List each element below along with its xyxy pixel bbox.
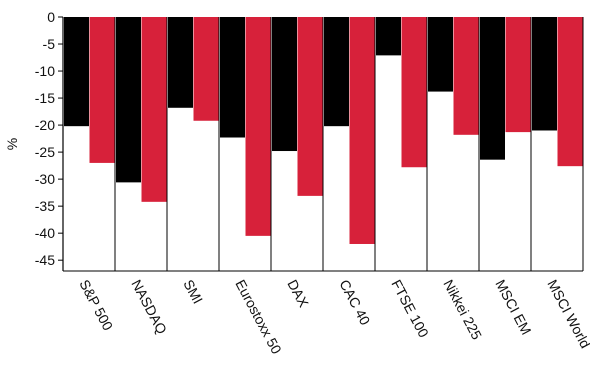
bar-series-1-6 xyxy=(376,17,401,56)
bar-series-2-4 xyxy=(297,17,323,196)
y-tick-label: -40 xyxy=(35,225,55,241)
bar-series-1-8 xyxy=(480,17,505,160)
y-tick-label: -5 xyxy=(43,36,56,52)
bar-series-1-7 xyxy=(428,17,453,92)
bar-series-1-4 xyxy=(272,17,297,152)
bar-series-2-0 xyxy=(89,17,115,163)
y-tick-label: -15 xyxy=(35,90,55,106)
y-tick-label: -30 xyxy=(35,171,55,187)
y-axis: 0 -5 -10 -15 -20 -25 -30 -35 -40 -45 xyxy=(35,9,64,271)
bar-series-1-5 xyxy=(324,17,349,127)
y-tick-label: -20 xyxy=(35,117,55,133)
bar-series-2-8 xyxy=(505,17,531,133)
x-tick-label-8: MSCI EM xyxy=(492,277,534,337)
bar-series-2-2 xyxy=(193,17,219,121)
x-tick-label-1: NASDAQ xyxy=(128,277,170,337)
bar-series-1-3 xyxy=(220,17,245,138)
bar-series-2-1 xyxy=(141,17,167,202)
bar-series-1-2 xyxy=(168,17,193,108)
x-tick-label-4: DAX xyxy=(284,277,312,311)
bar-series-2-6 xyxy=(401,17,427,168)
bar-series-1-9 xyxy=(532,17,557,131)
x-tick-label-2: SMI xyxy=(180,277,206,306)
y-axis-label: % xyxy=(4,138,20,150)
bar-series-2-9 xyxy=(557,17,583,167)
y-tick-label: -10 xyxy=(35,63,55,79)
bar-series-1-1 xyxy=(116,17,141,183)
x-tick-label-9: MSCI World xyxy=(544,277,590,351)
bars-layer xyxy=(64,17,583,244)
x-tick-label-6: FTSE 100 xyxy=(388,277,432,340)
x-tick-label-7: Nikkei 225 xyxy=(440,277,485,342)
bar-series-2-3 xyxy=(245,17,271,236)
y-tick-label: -35 xyxy=(35,198,55,214)
x-tick-label-0: S&P 500 xyxy=(76,277,116,333)
x-tick-label-3: Eurostoxx 50 xyxy=(232,277,285,357)
bar-series-2-5 xyxy=(349,17,375,244)
x-tick-label-5: CAC 40 xyxy=(336,277,373,328)
x-axis: S&P 500 NASDAQ SMI Eurostoxx 50 DAX CAC 40 FTS… xyxy=(63,270,590,357)
y-tick-label: 0 xyxy=(47,9,55,25)
bar-series-2-7 xyxy=(453,17,479,135)
y-tick-label: -45 xyxy=(35,252,55,268)
y-tick-label: -25 xyxy=(35,144,55,160)
bar-series-1-0 xyxy=(64,17,89,127)
